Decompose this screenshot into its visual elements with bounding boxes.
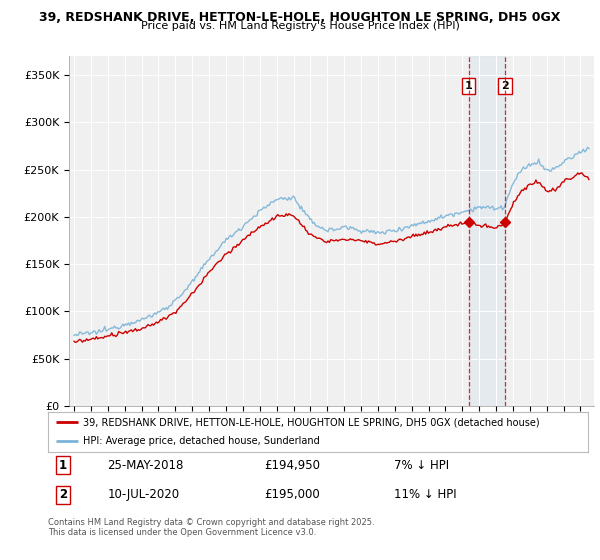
Text: £195,000: £195,000 (264, 488, 320, 501)
Text: 2: 2 (59, 488, 67, 501)
Text: Price paid vs. HM Land Registry's House Price Index (HPI): Price paid vs. HM Land Registry's House … (140, 21, 460, 31)
Text: HPI: Average price, detached house, Sunderland: HPI: Average price, detached house, Sund… (83, 436, 320, 446)
Text: 10-JUL-2020: 10-JUL-2020 (107, 488, 179, 501)
Text: £194,950: £194,950 (264, 459, 320, 472)
Text: 1: 1 (465, 81, 473, 91)
Text: Contains HM Land Registry data © Crown copyright and database right 2025.
This d: Contains HM Land Registry data © Crown c… (48, 518, 374, 538)
Text: 39, REDSHANK DRIVE, HETTON-LE-HOLE, HOUGHTON LE SPRING, DH5 0GX (detached house): 39, REDSHANK DRIVE, HETTON-LE-HOLE, HOUG… (83, 418, 540, 427)
Text: 7% ↓ HPI: 7% ↓ HPI (394, 459, 449, 472)
Text: 1: 1 (59, 459, 67, 472)
Text: 39, REDSHANK DRIVE, HETTON-LE-HOLE, HOUGHTON LE SPRING, DH5 0GX: 39, REDSHANK DRIVE, HETTON-LE-HOLE, HOUG… (40, 11, 560, 24)
Text: 2: 2 (501, 81, 509, 91)
Bar (469, 56, 505, 406)
Text: 25-MAY-2018: 25-MAY-2018 (107, 459, 184, 472)
Text: 11% ↓ HPI: 11% ↓ HPI (394, 488, 456, 501)
